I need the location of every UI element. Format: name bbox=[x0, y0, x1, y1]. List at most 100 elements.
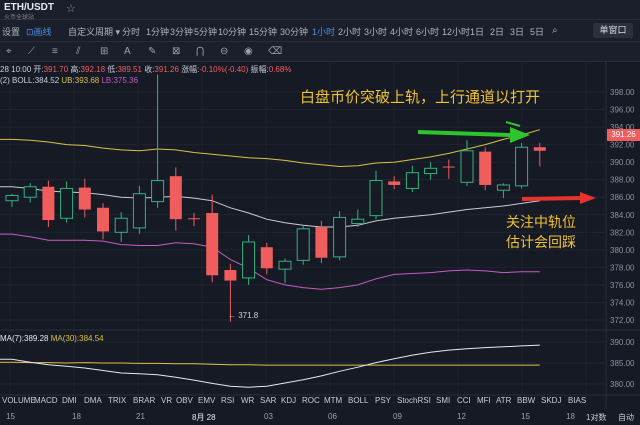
indicator-brar[interactable]: BRAR bbox=[133, 396, 156, 405]
interval-tab-15[interactable]: 3日 bbox=[510, 27, 525, 37]
indicator-bias[interactable]: BIAS bbox=[568, 396, 587, 405]
indicator-volume[interactable]: VOLUME bbox=[2, 396, 36, 405]
interval-tab-0[interactable]: 分时 bbox=[122, 27, 141, 37]
indicator-dmi[interactable]: DMI bbox=[62, 396, 77, 405]
open-label: 开: bbox=[33, 65, 44, 74]
interval-tab-6[interactable]: 30分钟 bbox=[280, 27, 309, 37]
indicator-atr[interactable]: ATR bbox=[496, 396, 512, 405]
single-window-button[interactable]: 单窗口 bbox=[593, 23, 633, 38]
indicator-bbw[interactable]: BBW bbox=[517, 396, 536, 405]
high-label: 高: bbox=[70, 65, 81, 74]
interval-tab-7[interactable]: 1小时 bbox=[312, 27, 336, 37]
candle-body bbox=[479, 151, 492, 185]
boll-ub-value: 393.68 bbox=[74, 76, 100, 85]
interval-tab-4[interactable]: 10分钟 bbox=[218, 27, 247, 37]
indicator-sar[interactable]: SAR bbox=[260, 396, 277, 405]
log-scale-toggle[interactable]: 1对数 bbox=[586, 413, 607, 422]
boll-info: (2) BOLL:384.52 UB:393.68 LB:375.36 bbox=[0, 76, 138, 85]
change-value: -0.10%(-0.40) bbox=[199, 65, 249, 74]
interval-tab-14[interactable]: 2日 bbox=[490, 27, 505, 37]
indicator-obv[interactable]: OBV bbox=[176, 396, 193, 405]
indicator-macd[interactable]: MACD bbox=[34, 396, 58, 405]
indicator-stochrsi[interactable]: StochRSI bbox=[397, 396, 431, 405]
indicator-skdj[interactable]: SKDJ bbox=[541, 396, 562, 405]
price-chart[interactable]: 398.00 396.00 394.00 392.00 390.00 388.00 386.… bbox=[0, 62, 640, 425]
boll-lb-label: LB: bbox=[101, 76, 114, 85]
interval-tab-5[interactable]: 15分钟 bbox=[249, 27, 278, 37]
indicator-trix[interactable]: TRIX bbox=[108, 396, 127, 405]
candle-body bbox=[114, 217, 128, 233]
indicator-boll[interactable]: BOLL bbox=[348, 396, 369, 405]
interval-tab-1[interactable]: 1分钟 bbox=[146, 27, 170, 37]
indicator-rsi[interactable]: RSI bbox=[221, 396, 235, 405]
measure-icon[interactable]: ⊠ bbox=[172, 46, 181, 57]
date-tick: 15 bbox=[6, 412, 15, 421]
indicator-emv[interactable]: EMV bbox=[198, 396, 216, 405]
low-label: 低: bbox=[107, 65, 118, 74]
date-tick: 18 bbox=[566, 412, 575, 421]
interval-tab-12[interactable]: 12小时 bbox=[442, 27, 471, 37]
price-tick: 394.00 bbox=[610, 123, 635, 132]
settings-button[interactable]: 设置 bbox=[2, 27, 21, 37]
ohlc-date: 28 10:00 bbox=[0, 65, 32, 74]
draw-line-button[interactable]: ⊡画线 bbox=[26, 27, 52, 37]
top-bar: ETH/USDT 火币全球站 ☆ bbox=[0, 0, 640, 21]
date-tick: 03 bbox=[264, 412, 273, 421]
lock-icon[interactable]: ⊖ bbox=[220, 46, 229, 57]
crosshair-icon[interactable]: ⌖ bbox=[6, 46, 12, 57]
interval-tab-11[interactable]: 6小时 bbox=[416, 27, 440, 37]
price-tick: 372.00 bbox=[610, 316, 635, 325]
indicator-mtm[interactable]: MTM bbox=[324, 396, 343, 405]
eye-icon[interactable]: ◉ bbox=[244, 46, 253, 57]
date-tick: 18 bbox=[72, 412, 81, 421]
indicator-dma[interactable]: DMA bbox=[84, 396, 102, 405]
candle-body bbox=[242, 241, 256, 279]
indicator-vr[interactable]: VR bbox=[161, 396, 173, 405]
boll-lower-line bbox=[0, 233, 540, 290]
interval-tab-3[interactable]: 5分钟 bbox=[194, 27, 218, 37]
price-tick: 388.00 bbox=[610, 176, 635, 185]
favorite-star-icon[interactable]: ☆ bbox=[66, 3, 76, 15]
candle-body bbox=[333, 216, 347, 258]
custom-period-button[interactable]: 自定义周期 ▾ bbox=[68, 27, 121, 37]
indicator-mfi[interactable]: MFI bbox=[477, 396, 491, 405]
indicator-wr[interactable]: WR bbox=[241, 396, 255, 405]
pair-title[interactable]: ETH/USDT bbox=[4, 2, 54, 13]
brush-icon[interactable]: ✎ bbox=[148, 46, 157, 57]
candle-body bbox=[460, 150, 474, 183]
indicator-roc[interactable]: ROC bbox=[302, 396, 320, 405]
ma30-label: MA(30): bbox=[50, 334, 80, 343]
boll-ub-label: UB: bbox=[61, 76, 75, 85]
channel-icon[interactable]: ⫽ bbox=[76, 46, 81, 57]
candle-body bbox=[424, 167, 438, 175]
indicator-psy[interactable]: PSY bbox=[375, 396, 392, 405]
ma-tick: 385.00 bbox=[610, 359, 635, 368]
interval-tab-2[interactable]: 3分钟 bbox=[170, 27, 194, 37]
delete-icon[interactable]: ⌫ bbox=[268, 46, 283, 57]
auto-scale-toggle[interactable]: 自动 bbox=[618, 413, 634, 422]
date-tick: 8月 28 bbox=[192, 413, 216, 422]
search-icon[interactable]: ⌕ bbox=[552, 25, 558, 36]
text-icon[interactable]: A bbox=[124, 46, 131, 57]
interval-tab-8[interactable]: 2小时 bbox=[338, 27, 362, 37]
candle-body bbox=[188, 218, 200, 220]
indicator-cci[interactable]: CCI bbox=[457, 396, 471, 405]
interval-tab-16[interactable]: 5日 bbox=[530, 27, 545, 37]
magnet-icon[interactable]: ⋂ bbox=[196, 46, 205, 57]
interval-tab-9[interactable]: 3小时 bbox=[364, 27, 388, 37]
fibonacci-icon[interactable]: ⊞ bbox=[100, 46, 109, 57]
candle-body bbox=[533, 147, 546, 151]
interval-tab-13[interactable]: 1日 bbox=[470, 27, 485, 37]
horizontal-line-icon[interactable]: ≡ bbox=[52, 46, 58, 57]
exchange-name: 火币全球站 bbox=[4, 15, 35, 21]
indicator-kdj[interactable]: KDJ bbox=[281, 396, 297, 405]
indicator-smi[interactable]: SMI bbox=[436, 396, 451, 405]
mid-band-annotation-2: 估计会回踩 bbox=[506, 234, 576, 250]
date-tick: 06 bbox=[328, 412, 337, 421]
ma7-value: 389.28 bbox=[24, 334, 49, 343]
ma-panel: 390.00 385.00 380.00 bbox=[0, 329, 640, 396]
trend-line-icon[interactable]: ⟋ bbox=[28, 46, 35, 57]
ma30-line bbox=[0, 361, 540, 366]
price-tick: 398.00 bbox=[610, 88, 635, 97]
interval-tab-10[interactable]: 4小时 bbox=[390, 27, 414, 37]
